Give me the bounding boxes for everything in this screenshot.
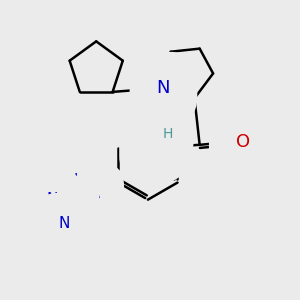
Text: N: N (66, 173, 78, 188)
Text: O: O (236, 133, 250, 151)
Text: N: N (90, 186, 101, 201)
Text: N: N (157, 79, 170, 97)
Text: N: N (146, 138, 160, 156)
Text: H: H (162, 128, 173, 142)
Text: N: N (47, 192, 58, 207)
Text: N: N (58, 216, 70, 231)
